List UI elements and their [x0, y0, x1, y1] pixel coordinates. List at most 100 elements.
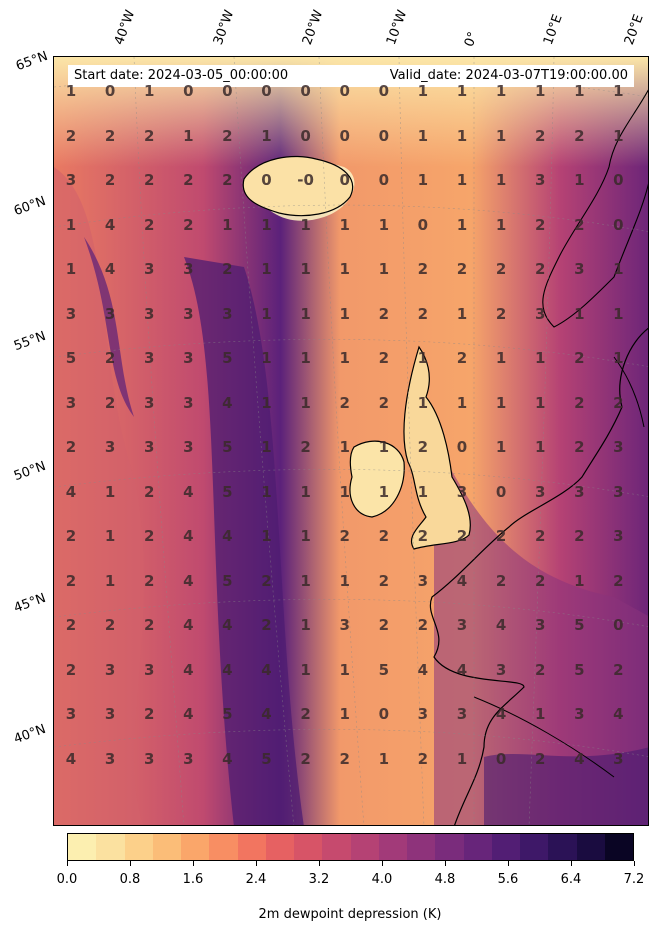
grid-value: 0	[300, 82, 311, 100]
grid-value: 5	[574, 660, 585, 679]
lon-label-20e: 20°E	[621, 12, 647, 48]
grid-value: 3	[104, 705, 116, 723]
colorbar-tickmark	[193, 861, 194, 866]
grid-value: 3	[143, 749, 155, 768]
grid-value: 1	[534, 705, 546, 723]
grid-value: 0	[378, 171, 390, 189]
grid-value: 1	[261, 527, 272, 545]
grid-value: 4	[222, 616, 233, 634]
grid-value: 3	[104, 304, 116, 323]
grid-value: 0	[613, 616, 624, 634]
grid-value: 3	[143, 660, 155, 679]
grid-value: 1	[456, 126, 468, 145]
date-header: Start date: 2024-03-05_00:00:00 Valid_da…	[68, 65, 634, 87]
grid-value: 0	[378, 126, 390, 145]
lat-label-45n: 45°N	[12, 590, 48, 617]
grid-value: 1	[261, 349, 272, 367]
grid-value: 3	[574, 482, 585, 501]
grid-value: 3	[183, 260, 194, 278]
grid-value: 3	[143, 260, 155, 278]
grid-value: 2	[574, 393, 585, 412]
grid-value: 2	[65, 571, 77, 590]
colorbar-segment	[463, 834, 492, 860]
grid-value: 3	[534, 482, 546, 501]
grid-value: 1	[183, 126, 194, 145]
grid-value: 1	[417, 82, 429, 100]
grid-value: 3	[183, 438, 194, 456]
grid-value: 1	[417, 349, 429, 367]
colorbar-tick-label: 0.0	[56, 872, 78, 887]
lon-label-30w: 30°W	[210, 8, 238, 47]
grid-value: 1	[417, 482, 429, 501]
grid-value: 2	[222, 260, 233, 278]
grid-value: 0	[378, 705, 390, 723]
grid-value: 2	[104, 126, 116, 145]
grid-value: 1	[495, 126, 507, 145]
grid-value: 1	[378, 215, 390, 234]
grid-value: 1	[534, 438, 546, 456]
grid-value: 1	[65, 260, 77, 278]
grid-value: 1	[456, 749, 468, 768]
grid-value: 0	[339, 171, 350, 189]
grid-value: 3	[143, 438, 155, 456]
grid-value: 1	[613, 260, 624, 278]
grid-value: 4	[495, 705, 507, 723]
grid-value: 5	[222, 482, 233, 501]
grid-value: 2	[65, 126, 77, 145]
colorbar-segment	[124, 834, 153, 860]
grid-value: 5	[222, 571, 233, 590]
lat-label-55n: 55°N	[12, 328, 48, 355]
grid-value: 2	[378, 571, 390, 590]
grid-value: 4	[104, 260, 116, 278]
grid-value: 1	[378, 749, 390, 768]
grid-value: 1	[378, 260, 390, 278]
grid-value: 1	[300, 215, 311, 234]
grid-value: 1	[339, 438, 350, 456]
grid-value: 2	[261, 616, 272, 634]
grid-value: 1	[378, 482, 390, 501]
grid-value: 2	[300, 705, 311, 723]
grid-value: 4	[65, 482, 77, 501]
colorbar-segment	[294, 834, 323, 860]
grid-value: 2	[417, 749, 429, 768]
grid-value: 1	[456, 304, 468, 323]
grid-value: 3	[183, 393, 194, 412]
lat-label-50n: 50°N	[12, 458, 48, 485]
grid-value: 1	[456, 215, 468, 234]
grid-value: 0	[495, 749, 507, 768]
grid-value: 3	[183, 349, 194, 367]
grid-value: 4	[613, 705, 624, 723]
lon-label-0: 0°	[461, 29, 482, 49]
grid-value: 0	[222, 82, 233, 100]
grid-value: 2	[65, 527, 77, 545]
colorbar-tick-label: 0.8	[119, 872, 141, 887]
grid-value: 0	[104, 82, 116, 100]
grid-value: 2	[143, 527, 155, 545]
colorbar-segment	[435, 834, 464, 860]
grid-value: 2	[104, 616, 116, 634]
grid-value: 2	[104, 349, 116, 367]
grid-value: 4	[261, 705, 272, 723]
grid-value: 1	[495, 393, 507, 412]
colorbar-segment	[265, 834, 294, 860]
grid-value: 2	[456, 527, 468, 545]
grid-value: 3	[456, 482, 468, 501]
grid-value: 3	[104, 438, 116, 456]
grid-value: 2	[378, 527, 390, 545]
grid-value: 4	[261, 660, 272, 679]
grid-value: 0	[456, 438, 468, 456]
grid-value: 2	[613, 393, 624, 412]
grid-value: 3	[534, 171, 546, 189]
grid-value: 2	[143, 705, 155, 723]
grid-value: 2	[534, 215, 546, 234]
grid-value: 1	[65, 215, 77, 234]
grid-value: 1	[104, 527, 116, 545]
grid-value: 2	[143, 482, 155, 501]
grid-value: 0	[261, 171, 272, 189]
grid-value: 5	[261, 749, 272, 768]
colorbar-segment	[378, 834, 407, 860]
grid-value: 1	[300, 304, 311, 323]
grid-value: 3	[143, 304, 155, 323]
grid-value: 1	[417, 393, 429, 412]
grid-value: 4	[104, 215, 116, 234]
